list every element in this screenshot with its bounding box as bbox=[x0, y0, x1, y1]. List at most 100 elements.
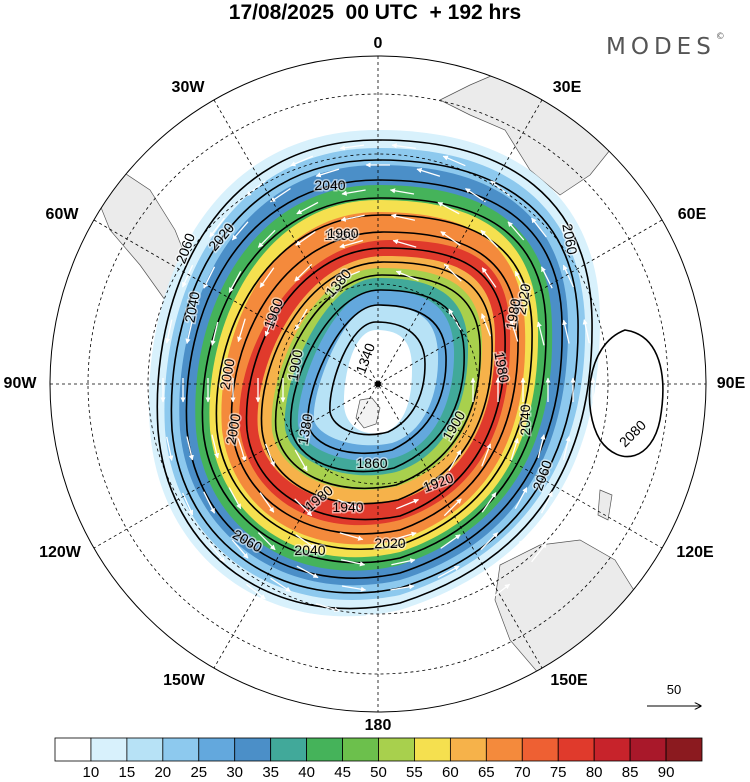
wind-vector-arrow bbox=[340, 214, 365, 222]
wind-vector-arrow bbox=[393, 531, 417, 541]
wind-vector-arrow bbox=[443, 263, 462, 282]
map-title: 17/08/2025 00 UTC + 192 hrs bbox=[228, 1, 522, 24]
colorbar-swatch bbox=[629, 737, 667, 762]
wind-vector-arrow bbox=[392, 239, 417, 248]
wind-vector-arrow bbox=[165, 319, 173, 344]
contour-label: 1960 bbox=[327, 225, 358, 241]
wind-vector-arrow bbox=[514, 270, 528, 293]
wind-vector-arrow bbox=[296, 201, 319, 215]
colorbar-swatch bbox=[449, 737, 487, 762]
wind-vector-arrow bbox=[416, 168, 441, 177]
wind-vector-arrow bbox=[237, 438, 247, 462]
wind-vector-arrow bbox=[259, 267, 275, 288]
wind-vector-arrow bbox=[290, 613, 314, 625]
colorbar-swatch bbox=[234, 737, 272, 762]
wind-vector-arrow bbox=[562, 492, 574, 516]
contour-1360-ring bbox=[307, 304, 447, 454]
wind-vector-arrow bbox=[339, 144, 365, 151]
wind-vector-arrow bbox=[337, 270, 360, 282]
wind-vector-arrow bbox=[211, 434, 220, 459]
lon-label-60w: 60W bbox=[45, 206, 79, 223]
lon-label-90w: 90W bbox=[3, 375, 37, 392]
colorbar-swatch bbox=[126, 737, 164, 762]
contour-2000-ring bbox=[201, 197, 547, 564]
lon-label-120e: 120E bbox=[676, 544, 714, 561]
wind-vector-arrow bbox=[440, 231, 461, 246]
wind-vector-arrow bbox=[510, 437, 519, 462]
colorbar-tick-label: 15 bbox=[118, 764, 136, 781]
wind-vector-arrow bbox=[537, 434, 546, 459]
meridian-30w-150e bbox=[213, 99, 543, 669]
meridian-30e-150w bbox=[213, 99, 543, 669]
colorbar-tick-label: 50 bbox=[370, 764, 387, 781]
wind-vector-arrow bbox=[257, 532, 276, 551]
wind-vector-arrow bbox=[294, 263, 313, 282]
colorbar-swatch bbox=[378, 737, 415, 762]
lon-label-150w: 150W bbox=[163, 672, 205, 689]
wind-vector-arrow bbox=[341, 585, 367, 592]
colorbar-swatch bbox=[306, 737, 343, 762]
colorbar-tick-label: 25 bbox=[190, 764, 208, 781]
wind-vector-arrow bbox=[507, 539, 525, 559]
colorbar-swatch bbox=[342, 737, 379, 762]
contour-label: 1940 bbox=[332, 499, 363, 515]
wind-vector-arrow bbox=[182, 264, 194, 288]
wind-vectors bbox=[160, 143, 596, 637]
contour-1920-ring bbox=[260, 261, 493, 505]
wind-vector-arrow bbox=[264, 313, 275, 337]
contour-label: 1960 bbox=[324, 227, 355, 243]
colorbar-tick-label: 75 bbox=[549, 764, 567, 781]
colorbar-tick-label: 35 bbox=[262, 764, 280, 781]
wind-vector-arrow bbox=[228, 487, 242, 510]
wind-vector-arrow bbox=[340, 630, 365, 637]
lon-label-150e: 150E bbox=[550, 672, 588, 689]
wind-vector-arrow bbox=[390, 584, 415, 591]
wind-vector-arrow bbox=[339, 239, 363, 249]
wind-vector-arrow bbox=[465, 577, 486, 593]
wind-vector-arrow bbox=[245, 583, 266, 600]
wind-vector-arrow bbox=[389, 188, 415, 195]
wind-vector-arrow bbox=[442, 155, 466, 167]
colorbar-tick-label: 80 bbox=[585, 764, 603, 781]
wind-vector-arrow bbox=[185, 319, 194, 345]
wind-vector-arrow bbox=[203, 491, 216, 514]
map-border bbox=[49, 55, 707, 713]
wind-vector-arrow bbox=[290, 155, 314, 167]
wind-vector-arrow bbox=[270, 187, 291, 203]
colorbar-swatch bbox=[521, 737, 559, 762]
contour-2060-ring bbox=[156, 139, 593, 610]
lon-label-30e: 30E bbox=[552, 79, 582, 96]
colorbar-swatch bbox=[270, 737, 308, 762]
wind-vector-arrow bbox=[294, 498, 313, 517]
contour-label: 2040 bbox=[294, 542, 325, 558]
colorbar-swatch bbox=[54, 737, 92, 762]
wind-vector-arrow bbox=[186, 436, 194, 461]
contour-1940-ring bbox=[245, 247, 506, 521]
colorbar-tick-label: 60 bbox=[442, 764, 459, 781]
lon-label-0: 0 bbox=[373, 35, 383, 52]
contour-label: 2040 bbox=[314, 177, 345, 193]
wind-vector-arrow bbox=[270, 577, 291, 593]
wind-vector-arrow bbox=[339, 532, 364, 541]
wind-vector-arrow bbox=[391, 558, 416, 566]
wind-vector-arrow bbox=[514, 487, 528, 510]
wind-vector-arrow bbox=[465, 187, 486, 203]
colorbar-tick-label: 85 bbox=[621, 764, 639, 781]
wind-vector-arrow bbox=[442, 613, 466, 625]
colorbar-swatch bbox=[414, 737, 451, 762]
meridian-60e-120w bbox=[93, 219, 663, 549]
wind-vector-arrow bbox=[295, 534, 316, 549]
wind-vector-arrow bbox=[295, 231, 316, 246]
wind-vector-arrow bbox=[340, 559, 366, 567]
colorbar-tick-label: 20 bbox=[154, 764, 172, 781]
colorbar-tick-label: 30 bbox=[226, 764, 244, 781]
wind-vector-arrow bbox=[166, 436, 174, 461]
wind-vector-arrow bbox=[540, 491, 553, 514]
wind-vector-arrow bbox=[448, 308, 462, 331]
wind-vector-arrow bbox=[264, 443, 275, 467]
colorbar-swatch bbox=[198, 737, 236, 762]
colorbar-tick-label: 65 bbox=[477, 764, 495, 781]
colorbar-tick-label: 45 bbox=[334, 764, 351, 781]
colorbar-swatch bbox=[485, 737, 523, 762]
